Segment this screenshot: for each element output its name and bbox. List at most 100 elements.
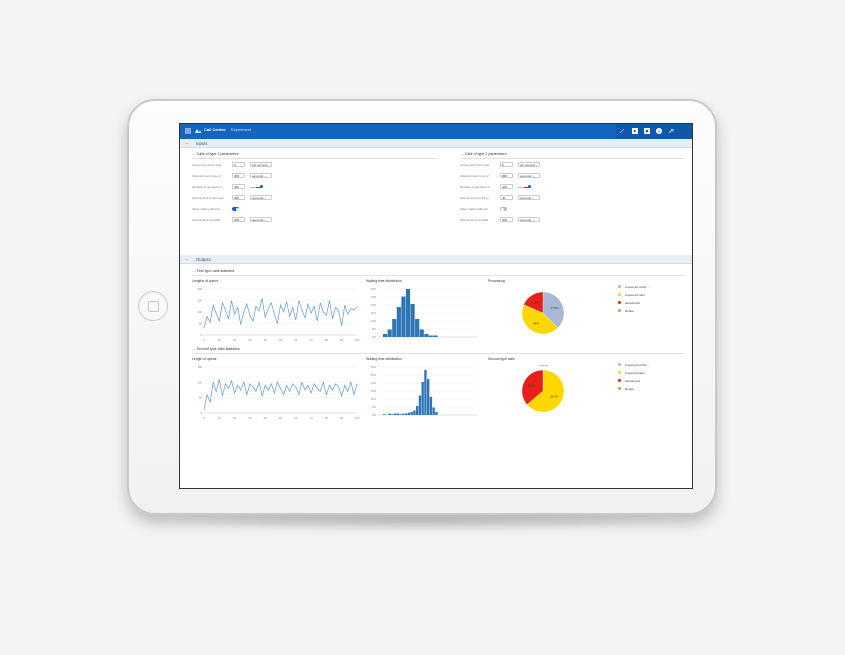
series-line (203, 298, 358, 329)
legend-swatch (618, 301, 621, 304)
type1-toggle[interactable] (232, 207, 239, 211)
type1-param-input[interactable]: 300 (232, 173, 245, 178)
second-type-pie-chart[interactable]: 0.767% 63.3% 36.2% (515, 365, 585, 421)
type1-param-input[interactable]: 450 (232, 195, 245, 200)
legend-swatch (618, 363, 621, 366)
x-tick-label: 10 (218, 338, 222, 342)
first-stats-divider (192, 275, 684, 276)
breadcrumb-separator: > (224, 127, 227, 132)
type1-param-input[interactable]: 400 (232, 184, 245, 189)
pie-slice-label: 44% (533, 321, 539, 325)
y-tick-label: 30% (370, 287, 376, 291)
x-tick-label: 70 (310, 338, 314, 342)
y-tick-label: 25% (370, 373, 376, 377)
x-tick-label: 10 (218, 416, 222, 420)
histogram-bar (388, 413, 391, 415)
type1-unit-dropdown[interactable]: per second ⌄ (250, 162, 272, 167)
type1-param-slider[interactable] (250, 185, 263, 188)
type2-param-slider[interactable] (518, 185, 531, 188)
outputs-section-header[interactable]: — Outputs (180, 255, 692, 264)
histogram-bar (410, 412, 413, 415)
menu-icon[interactable] (184, 127, 192, 135)
type2-param-label: Abandonment time of (460, 174, 489, 178)
histogram-bar (399, 414, 402, 415)
type2-param-input[interactable]: 400 (500, 184, 513, 189)
y-tick-label: 10% (370, 397, 376, 401)
pie-slice (526, 369, 565, 413)
type1-unit-dropdown[interactable]: seconds ⌄ (250, 217, 272, 222)
type1-param-label: Arrival rate of the type (192, 163, 222, 167)
queue-length-chart-1[interactable]: 0 50 100 150 200 0 10 20 30 40 50 60 70 80 90 100 (192, 285, 362, 345)
type1-unit-dropdown[interactable]: seconds ⌄ (250, 173, 272, 178)
type2-param-label: Arrival rate of the type (460, 163, 490, 167)
type2-param-input[interactable]: 300 (500, 173, 513, 178)
type2-unit-dropdown[interactable]: per second ⌄ (518, 162, 540, 167)
second-stats-title[interactable]: — Second type calls statistics (192, 347, 240, 351)
type1-group-title[interactable]: — Calls of type 1 parameters (192, 152, 239, 156)
type1-param-input[interactable]: 200 (232, 217, 245, 222)
legend-swatch (618, 371, 621, 374)
histogram-bar (410, 304, 415, 337)
pie-slice (523, 291, 544, 314)
y-tick-label: 50 (199, 322, 203, 326)
queue-length-chart-2[interactable]: 0 50 100 150 0 10 20 30 40 50 60 70 80 90 100 (192, 363, 362, 423)
histogram-bar (405, 289, 411, 337)
series-line (203, 379, 358, 410)
histogram-bar (405, 413, 408, 415)
info-icon[interactable] (655, 127, 663, 135)
edit-icon[interactable] (618, 127, 626, 135)
legend-label: Redial (625, 308, 634, 313)
home-button[interactable] (138, 291, 168, 321)
type1-param-label: Service time of redial (192, 218, 221, 222)
type2-param-input[interactable]: 5 (500, 162, 513, 167)
legend-label: Answered later (625, 292, 646, 297)
histogram-bar (383, 334, 388, 337)
type2-unit-dropdown[interactable]: seconds ⌄ (518, 195, 540, 200)
share-icon[interactable] (667, 127, 675, 135)
type2-unit-dropdown[interactable]: seconds ⌄ (518, 217, 540, 222)
first-stats-title[interactable]: — First type calls statistics (192, 269, 235, 273)
y-tick-label: 100 (197, 380, 202, 384)
type1-divider (192, 158, 438, 159)
y-tick-label: 50 (199, 396, 203, 400)
histogram-bar (418, 395, 422, 415)
breadcrumb-page[interactable]: Experiment (231, 127, 252, 132)
histogram-bar (413, 410, 416, 415)
type2-group-title[interactable]: — Calls of type 2 parameters (460, 152, 507, 156)
run-icon[interactable] (631, 127, 639, 135)
legend-label: Answered within ... (625, 284, 651, 289)
type2-param-input[interactable]: 40 (500, 195, 513, 200)
collapse-icon[interactable]: — (185, 256, 189, 261)
settings-icon[interactable] (643, 127, 651, 135)
type2-param-input[interactable]: 300 (500, 217, 513, 222)
y-tick-label: 0% (372, 413, 377, 417)
type1-unit-dropdown[interactable]: seconds ⌄ (250, 195, 272, 200)
type1-param-label: Allow making fillet for (192, 207, 221, 211)
type1-param-label: Number of operators fi (192, 185, 222, 189)
x-tick-label: 80 (325, 416, 329, 420)
pie-slice-label: 36.2% (528, 384, 536, 388)
y-tick-label: 150 (197, 365, 202, 369)
y-tick-label: 0 (200, 411, 202, 415)
histogram-bar (391, 414, 394, 415)
tablet-screen: Call Center > Experiment — Inputs — Call… (179, 123, 693, 489)
app-name[interactable]: Call Center (204, 127, 226, 132)
type2-param-label: Service time of redial (460, 218, 489, 222)
type2-unit-dropdown[interactable]: seconds ⌄ (518, 173, 540, 178)
waiting-time-hist-1[interactable]: 0% 5% 10% 15% 20% 25% 30% (366, 285, 481, 345)
type2-toggle[interactable] (500, 207, 507, 211)
histogram-bar (429, 397, 433, 415)
x-tick-label: 20 (233, 338, 237, 342)
collapse-icon[interactable]: — (185, 140, 189, 145)
x-tick-label: 40 (264, 338, 268, 342)
x-tick-label: 100 (355, 416, 360, 420)
histogram-bar (402, 413, 405, 415)
type1-param-input[interactable]: 9 (232, 162, 245, 167)
processing-pie-chart[interactable]: 37.5% 44% 18% (515, 287, 585, 343)
waiting-time-hist-2[interactable]: 0% 5% 10% 15% 20% 25% 30% (366, 363, 481, 423)
inputs-section-header[interactable]: — Inputs (180, 139, 692, 148)
chart6-title: Second type calls (488, 357, 515, 361)
histogram-bar (415, 319, 420, 337)
y-tick-label: 20% (370, 303, 376, 307)
x-tick-label: 0 (203, 416, 205, 420)
